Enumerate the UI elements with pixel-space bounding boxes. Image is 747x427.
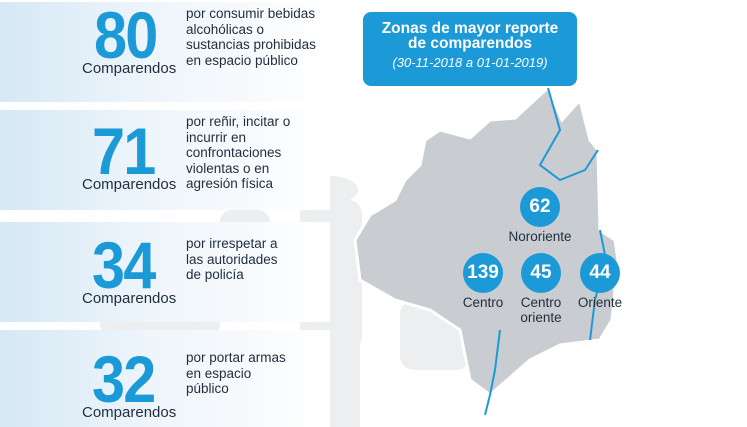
zone-name: Centro	[462, 295, 504, 310]
description-line: público	[186, 381, 229, 396]
map-title-line: Zonas de mayor reporte	[381, 20, 559, 37]
description-line: por irrespetar a	[186, 236, 278, 251]
description-line: confrontaciones	[186, 145, 282, 160]
description-line: de policía	[186, 267, 244, 282]
description-line: por reñir, incitar o	[186, 114, 291, 129]
count-unit: Comparendos	[82, 404, 177, 421]
description-line: por portar armas	[186, 350, 286, 365]
row-band	[0, 110, 330, 210]
count-unit: Comparendos	[82, 176, 177, 193]
row-band	[0, 330, 330, 427]
row-band	[0, 2, 330, 102]
zone-count: 44	[580, 253, 620, 293]
zone-count: 45	[521, 253, 561, 293]
row-band	[0, 222, 330, 322]
description: por portar armas en espacio público	[186, 350, 286, 397]
description-line: las autoridades	[186, 251, 278, 267]
count: 80	[94, 0, 158, 72]
description-line: por consumir bebidas	[186, 6, 316, 21]
zone-count: 139	[463, 253, 503, 293]
zone-count: 62	[520, 187, 560, 227]
description-line: en espacio público	[186, 52, 298, 68]
count: 71	[92, 114, 156, 188]
description-line: violentas o en	[186, 160, 270, 176]
count-unit: Comparendos	[82, 290, 177, 307]
description: por reñir, incitar o incurrir en confronta…	[186, 114, 290, 192]
description: por consumir bebidas alcohólicas o sustanc…	[186, 6, 316, 68]
zone-name: Oriente	[577, 295, 623, 310]
count: 34	[92, 228, 156, 302]
zone-name: Centro oriente	[520, 295, 562, 325]
map-title-box: Zonas de mayor reporte de comparendos (3…	[363, 12, 577, 86]
description-line: incurrir en	[186, 129, 247, 145]
zone-name: Nororiente	[508, 229, 572, 244]
map-title-line: de comparendos	[407, 35, 533, 52]
map-subtitle: (30-11-2018 a 01-01-2019)	[392, 55, 548, 70]
map-title: Zonas de mayor reporte de comparendos	[363, 20, 577, 52]
map-shape	[353, 85, 620, 397]
description-line: agresión física	[186, 176, 274, 191]
description: por irrespetar a las autoridades de policí…	[186, 236, 278, 283]
count-unit: Comparendos	[82, 60, 177, 77]
description-line: alcohólicas o	[186, 21, 265, 37]
description-line: sustancias prohibidas	[186, 37, 316, 52]
count: 32	[92, 342, 156, 416]
description-line: en espacio	[186, 365, 252, 381]
